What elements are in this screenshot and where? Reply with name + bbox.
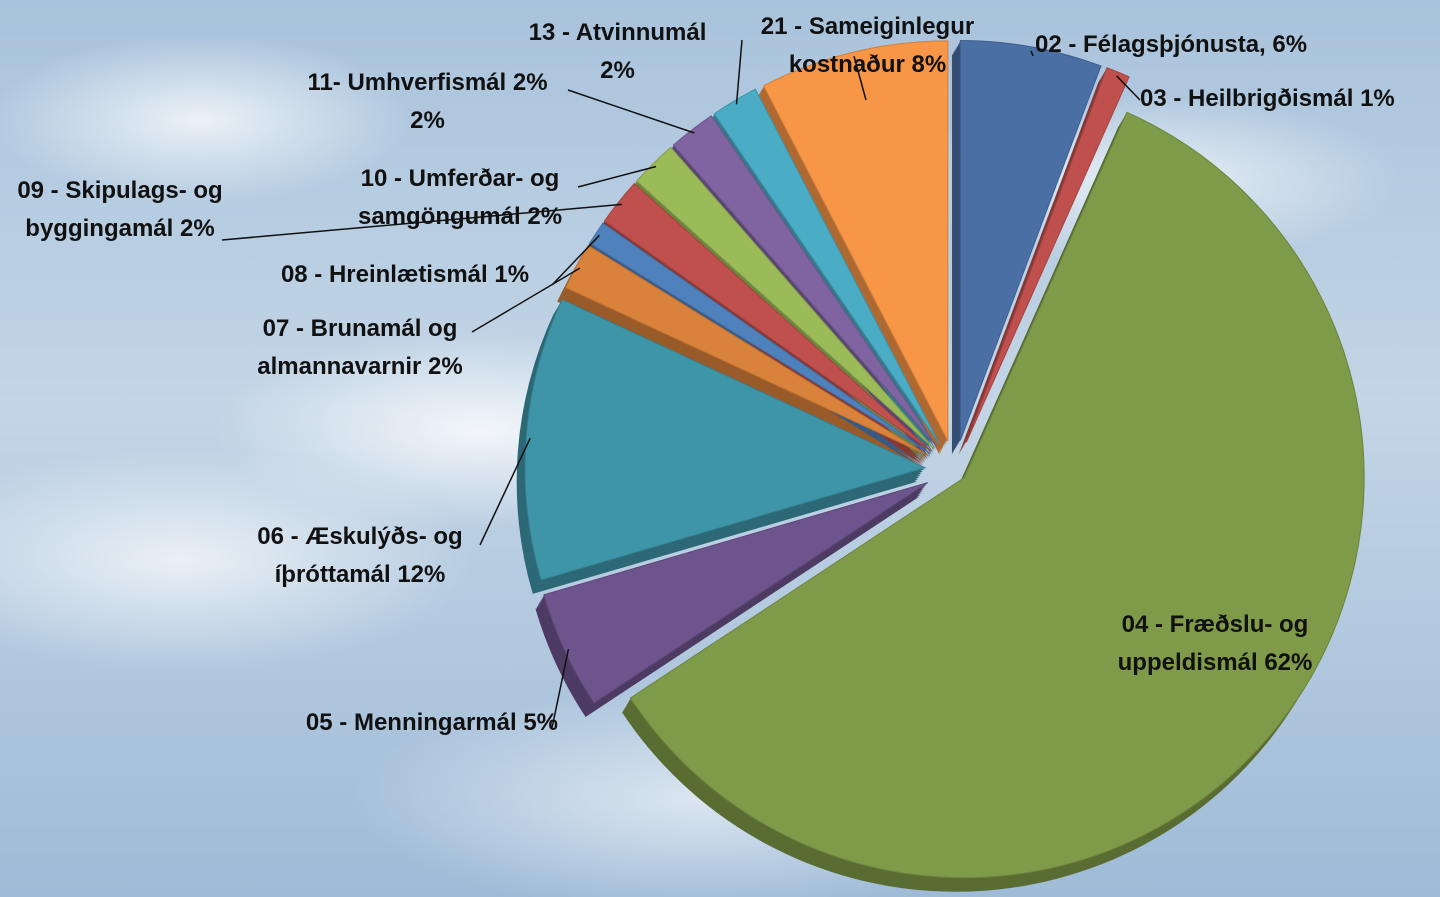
value-label: 2% bbox=[180, 215, 215, 242]
value-label: 62% bbox=[1264, 649, 1313, 676]
data-label: 21 - Sameiginlegur kostnaður 8% bbox=[735, 8, 1000, 84]
data-label: 05 - Menningarmál 5% bbox=[248, 704, 558, 742]
category-label: 04 - Fræðslu- og uppeldismál bbox=[1117, 611, 1309, 676]
category-label: 06 - Æskulýðs- og íþróttamál bbox=[257, 523, 463, 588]
value-label: 5% bbox=[523, 709, 558, 736]
leader-line bbox=[479, 437, 531, 546]
pie-slice bbox=[713, 88, 941, 445]
data-label: 03 - Heilbrigðismál 1% bbox=[1140, 80, 1440, 118]
category-label: 10 - Umferðar- og samgöngumál bbox=[357, 165, 560, 230]
category-label: 11- Umhverfismál 2% bbox=[307, 69, 548, 96]
category-label: 08 - Hreinlætismál bbox=[280, 261, 488, 288]
value-label: 6% bbox=[1272, 31, 1308, 58]
value-label: 12% bbox=[397, 561, 446, 588]
pie-slice bbox=[524, 298, 927, 581]
pie-slice bbox=[603, 182, 932, 452]
pie-slice bbox=[762, 40, 949, 442]
data-label: 02 - Félagsþjónusta, 6% bbox=[1035, 26, 1395, 64]
leader-line bbox=[551, 234, 601, 286]
category-label: 05 - Menningarmál bbox=[305, 709, 517, 736]
leader-line bbox=[471, 267, 581, 333]
category-label: 07 - Brunamál og almannavarnir bbox=[257, 315, 458, 380]
value-label: 2% bbox=[600, 57, 635, 84]
pie-slice bbox=[589, 222, 931, 454]
value-label: 8% bbox=[911, 51, 947, 78]
leader-line bbox=[1030, 50, 1034, 57]
data-label: 08 - Hreinlætismál 1% bbox=[255, 256, 555, 294]
leader-line bbox=[853, 55, 867, 101]
value-label: 1% bbox=[1360, 85, 1395, 112]
value-label: 1% bbox=[494, 261, 530, 288]
pie-slice bbox=[635, 146, 935, 450]
leader-line bbox=[577, 165, 657, 188]
data-label: 07 - Brunamál og almannavarnir 2% bbox=[230, 310, 490, 386]
pie-slice bbox=[965, 67, 1130, 443]
data-label: 11- Umhverfismál 2% 2% bbox=[280, 64, 575, 140]
data-label: 09 - Skipulags- og byggingamál 2% bbox=[15, 172, 225, 248]
data-label: 06 - Æskulýðs- og íþróttamál 12% bbox=[235, 518, 485, 594]
pie-slice bbox=[629, 111, 1365, 879]
data-label: 13 - Atvinnumál 2% bbox=[500, 14, 735, 90]
value-label: 2% bbox=[410, 107, 445, 134]
category-label: 13 - Atvinnumál bbox=[528, 19, 707, 46]
leader-line bbox=[1116, 75, 1141, 101]
leader-line bbox=[735, 39, 743, 105]
pie-slice bbox=[959, 39, 1102, 441]
data-label: 04 - Fræðslu- og uppeldismál 62% bbox=[1085, 606, 1345, 682]
category-label: 02 - Félagsþjónusta, bbox=[1035, 31, 1266, 58]
pie-slice bbox=[672, 115, 938, 447]
leader-line bbox=[221, 203, 623, 241]
pie-slice bbox=[543, 482, 929, 704]
category-label: 09 - Skipulags- og byggingamál bbox=[17, 177, 223, 242]
leader-line bbox=[551, 648, 570, 729]
category-label: 03 - Heilbrigðismál bbox=[1140, 85, 1354, 112]
leader-line bbox=[567, 89, 695, 134]
category-label: 21 - Sameiginlegur kostnaður bbox=[760, 13, 975, 78]
pie-slice bbox=[564, 244, 929, 457]
value-label: 2% bbox=[428, 353, 463, 380]
data-label: 10 - Umferðar- og samgöngumál 2% bbox=[330, 160, 590, 236]
value-label: 2% bbox=[527, 203, 563, 230]
